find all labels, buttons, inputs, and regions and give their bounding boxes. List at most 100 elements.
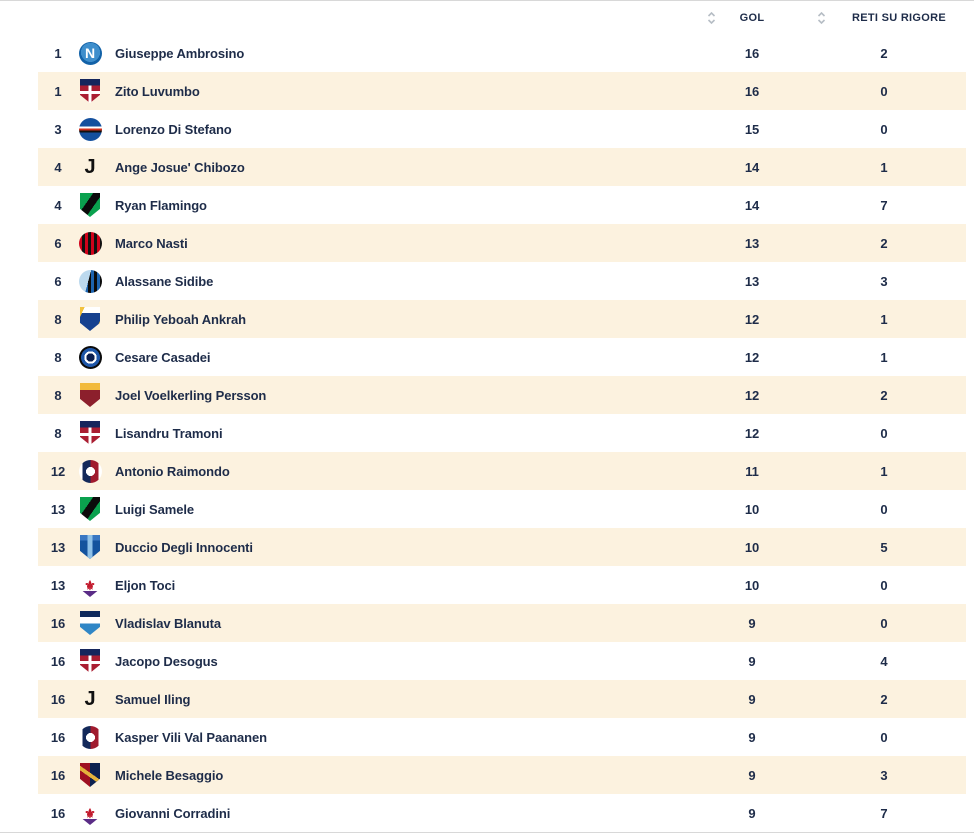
team-crest-atalanta-icon bbox=[78, 269, 102, 293]
sort-icon[interactable] bbox=[816, 9, 827, 26]
rank-cell: 1 bbox=[54, 83, 62, 99]
team-crest-bologna-icon bbox=[78, 459, 102, 483]
goals-cell: 16 bbox=[744, 45, 760, 61]
penalties-cell: 0 bbox=[880, 729, 888, 745]
player-name: Samuel Iling bbox=[115, 691, 191, 707]
goals-cell: 9 bbox=[748, 805, 756, 821]
team-crest-roma-icon bbox=[80, 383, 100, 407]
team-crest-inter-icon bbox=[78, 345, 102, 369]
goals-cell: 9 bbox=[748, 653, 756, 669]
player-row[interactable]: 13 ⚜ Eljon Toci 10 0 bbox=[38, 566, 966, 604]
team-crest-cagliari-icon bbox=[80, 649, 100, 673]
player-row[interactable]: 16 Michele Besaggio 9 3 bbox=[38, 756, 966, 794]
player-row[interactable]: 16 Kasper Vili Val Paananen 9 0 bbox=[38, 718, 966, 756]
goals-cell: 9 bbox=[748, 729, 756, 745]
goals-cell: 12 bbox=[744, 425, 760, 441]
crest-cell bbox=[78, 78, 102, 104]
crest-cell bbox=[78, 458, 102, 484]
team-crest-cagliari-icon bbox=[80, 79, 100, 103]
rank-cell: 16 bbox=[50, 729, 66, 745]
goals-cell: 9 bbox=[748, 691, 756, 707]
crest-cell: J bbox=[78, 686, 102, 712]
goals-cell: 14 bbox=[744, 159, 760, 175]
team-crest-bologna-icon bbox=[78, 725, 102, 749]
crest-cell bbox=[78, 496, 102, 522]
player-name: Joel Voelkerling Persson bbox=[115, 387, 267, 403]
player-row[interactable]: 16 Jacopo Desogus 9 4 bbox=[38, 642, 966, 680]
penalties-cell: 0 bbox=[880, 577, 888, 593]
rank-cell: 8 bbox=[54, 311, 62, 327]
goals-cell: 14 bbox=[744, 197, 760, 213]
goals-cell: 12 bbox=[744, 387, 760, 403]
column-header-penalty-goals[interactable]: RETI SU RIGORE bbox=[802, 1, 966, 34]
rank-cell: 13 bbox=[50, 539, 66, 555]
crest-cell bbox=[78, 534, 102, 560]
player-row[interactable]: 16 J Samuel Iling 9 2 bbox=[38, 680, 966, 718]
player-name: Vladislav Blanuta bbox=[115, 615, 221, 631]
goals-cell: 12 bbox=[744, 349, 760, 365]
column-header-goals[interactable]: GOL bbox=[702, 1, 802, 34]
player-row[interactable]: 6 Marco Nasti 13 2 bbox=[38, 224, 966, 262]
player-row[interactable]: 6 Alassane Sidibe 13 3 bbox=[38, 262, 966, 300]
player-row[interactable]: 8 Cesare Casadei 12 1 bbox=[38, 338, 966, 376]
player-name: Eljon Toci bbox=[115, 577, 176, 593]
penalties-cell: 0 bbox=[880, 615, 888, 631]
player-name: Luigi Samele bbox=[115, 501, 194, 517]
rank-cell: 1 bbox=[54, 45, 62, 61]
rank-cell: 4 bbox=[54, 159, 62, 175]
player-name: Cesare Casadei bbox=[115, 349, 211, 365]
player-row[interactable]: 1 N Giuseppe Ambrosino 16 2 bbox=[38, 34, 966, 72]
player-name: Ryan Flamingo bbox=[115, 197, 207, 213]
goals-cell: 10 bbox=[744, 501, 760, 517]
player-name: Ange Josue' Chibozo bbox=[115, 159, 245, 175]
player-name: Marco Nasti bbox=[115, 235, 188, 251]
penalties-cell: 1 bbox=[880, 159, 888, 175]
player-row[interactable]: 16 Vladislav Blanuta 9 0 bbox=[38, 604, 966, 642]
player-name: Duccio Degli Innocenti bbox=[115, 539, 253, 555]
team-crest-fiorentina-icon: ⚜ bbox=[80, 573, 100, 597]
crest-cell bbox=[78, 610, 102, 636]
sort-icon[interactable] bbox=[706, 9, 717, 26]
rank-cell: 4 bbox=[54, 197, 62, 213]
team-crest-napoli-icon: N bbox=[78, 41, 102, 65]
rank-cell: 16 bbox=[50, 615, 66, 631]
table-body: 1 N Giuseppe Ambrosino 16 2 1 Zito Luvum… bbox=[0, 34, 974, 832]
table-header: GOL RETI SU RIGORE bbox=[0, 1, 974, 34]
player-row[interactable]: 12 Antonio Raimondo 11 1 bbox=[38, 452, 966, 490]
penalties-cell: 0 bbox=[880, 425, 888, 441]
penalties-cell: 1 bbox=[880, 311, 888, 327]
penalties-cell: 1 bbox=[880, 349, 888, 365]
rank-cell: 6 bbox=[54, 273, 62, 289]
rank-cell: 13 bbox=[50, 577, 66, 593]
player-row[interactable]: 4 J Ange Josue' Chibozo 14 1 bbox=[38, 148, 966, 186]
player-row[interactable]: 8 Lisandru Tramoni 12 0 bbox=[38, 414, 966, 452]
column-label-goals: GOL bbox=[739, 11, 765, 24]
crest-letter: J bbox=[84, 156, 96, 178]
team-crest-fiorentina-icon: ⚜ bbox=[80, 801, 100, 825]
penalties-cell: 2 bbox=[880, 387, 888, 403]
team-crest-genoa-icon bbox=[80, 763, 100, 787]
player-row[interactable]: 3 Lorenzo Di Stefano 15 0 bbox=[38, 110, 966, 148]
crest-cell bbox=[78, 306, 102, 332]
penalties-cell: 2 bbox=[880, 45, 888, 61]
crest-cell bbox=[78, 648, 102, 674]
team-crest-sassuolo-icon bbox=[80, 497, 100, 521]
team-crest-pescara-icon bbox=[80, 611, 100, 635]
player-row[interactable]: 13 Luigi Samele 10 0 bbox=[38, 490, 966, 528]
crest-cell bbox=[78, 230, 102, 256]
player-row[interactable]: 4 Ryan Flamingo 14 7 bbox=[38, 186, 966, 224]
penalties-cell: 0 bbox=[880, 83, 888, 99]
player-row[interactable]: 8 Philip Yeboah Ankrah 12 1 bbox=[38, 300, 966, 338]
player-name: Jacopo Desogus bbox=[115, 653, 218, 669]
player-row[interactable]: 13 Duccio Degli Innocenti 10 5 bbox=[38, 528, 966, 566]
player-name: Antonio Raimondo bbox=[115, 463, 230, 479]
player-row[interactable]: 1 Zito Luvumbo 16 0 bbox=[38, 72, 966, 110]
player-row[interactable]: 16 ⚜ Giovanni Corradini 9 7 bbox=[38, 794, 966, 832]
crest-cell: N bbox=[78, 40, 102, 66]
goals-cell: 12 bbox=[744, 311, 760, 327]
rank-cell: 12 bbox=[50, 463, 66, 479]
penalties-cell: 2 bbox=[880, 235, 888, 251]
player-name: Giuseppe Ambrosino bbox=[115, 45, 245, 61]
team-crest-juventus-icon: J bbox=[79, 688, 101, 710]
player-row[interactable]: 8 Joel Voelkerling Persson 12 2 bbox=[38, 376, 966, 414]
